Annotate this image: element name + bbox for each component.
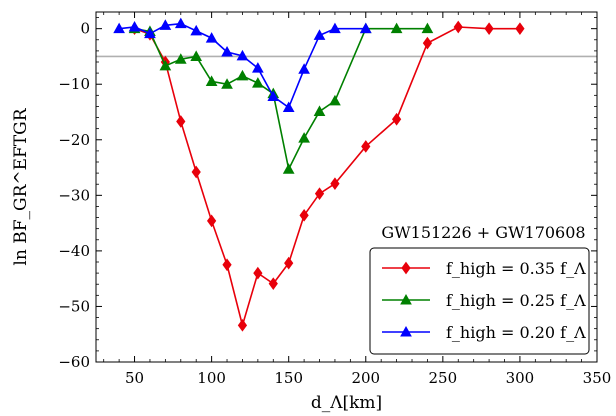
data-point	[515, 22, 525, 36]
series-layer	[113, 17, 525, 332]
data-point	[282, 163, 295, 174]
legend-title: GW151226 + GW170608	[381, 223, 585, 242]
data-point	[113, 22, 125, 34]
legend-marker	[400, 293, 412, 305]
data-point	[191, 165, 201, 179]
data-point	[329, 94, 341, 106]
data-point	[422, 36, 433, 50]
data-point	[128, 20, 141, 32]
data-point	[390, 22, 403, 34]
series-line	[134, 26, 520, 329]
data-point	[159, 59, 172, 71]
data-point	[298, 132, 310, 143]
data-point	[453, 20, 463, 34]
data-point	[284, 256, 294, 270]
plot-frame	[95, 11, 598, 363]
data-point	[144, 27, 156, 39]
legend-entry-1: f_high = 0.35 f_Λ	[382, 259, 586, 278]
legend-entry-2: f_high = 0.25 f_Λ	[382, 291, 586, 310]
data-point	[221, 45, 233, 57]
data-point	[221, 78, 233, 89]
y-tick-label: −30	[58, 186, 90, 204]
data-point	[267, 90, 280, 101]
y-tick-label: −60	[58, 353, 90, 371]
legend-marker	[400, 325, 412, 337]
y-tick-label: −40	[58, 242, 90, 260]
x-tick-label: 200	[351, 369, 380, 387]
data-point	[298, 63, 310, 74]
legend-label: f_high = 0.35 f_Λ	[446, 259, 586, 278]
x-tick-label: 50	[125, 369, 144, 387]
data-point	[330, 177, 340, 191]
data-point	[313, 29, 326, 40]
x-tick-label: 100	[197, 369, 226, 387]
ticks-layer: 50 100 150 200 250 300 350 0 −10 −20 −30 −40 −50 −60	[58, 12, 611, 387]
data-point	[299, 208, 309, 222]
data-point	[176, 115, 186, 128]
y-tick-label: −10	[58, 75, 90, 93]
x-tick-label: 350	[583, 369, 612, 387]
series-line	[134, 27, 428, 172]
data-point	[174, 53, 187, 64]
legend-entry-3: f_high = 0.20 f_Λ	[382, 323, 586, 342]
y-tick-label: −20	[58, 131, 90, 149]
data-point	[252, 77, 264, 88]
data-point	[282, 101, 295, 113]
x-axis-label: d_Λ[km]	[311, 393, 382, 413]
y-tick-label: 0	[80, 20, 90, 38]
data-point	[206, 214, 217, 228]
legend-box	[369, 247, 590, 355]
data-point	[159, 19, 172, 30]
y-tick-label: −50	[58, 297, 90, 315]
data-point	[222, 258, 232, 272]
data-point	[190, 50, 203, 61]
data-point	[174, 17, 187, 29]
data-point	[205, 75, 218, 86]
data-point	[313, 105, 326, 116]
data-point	[252, 62, 264, 73]
x-tick-label: 250	[429, 369, 458, 387]
x-tick-label: 300	[506, 369, 535, 387]
data-point	[236, 69, 249, 81]
data-point	[484, 22, 494, 36]
data-point	[253, 266, 263, 280]
data-point	[205, 32, 218, 43]
data-point	[421, 22, 434, 34]
data-point	[268, 277, 278, 291]
legend-marker	[401, 261, 411, 275]
series-3	[113, 17, 372, 113]
y-axis-label: ln BF_GR^EFTGR	[11, 107, 31, 265]
data-point	[190, 24, 203, 36]
legend-label: f_high = 0.25 f_Λ	[446, 291, 586, 310]
data-point	[236, 49, 249, 61]
data-point	[237, 318, 248, 332]
data-point	[359, 22, 372, 34]
data-point	[329, 22, 341, 34]
series-line	[119, 22, 366, 109]
data-point	[314, 187, 325, 201]
data-point	[391, 112, 402, 126]
x-tick-label: 150	[274, 369, 303, 387]
legend: GW151226 + GW170608 f_high = 0.35 f_Λ f_hi…	[369, 223, 590, 355]
legend-label: f_high = 0.20 f_Λ	[446, 323, 586, 342]
data-point	[361, 140, 371, 153]
